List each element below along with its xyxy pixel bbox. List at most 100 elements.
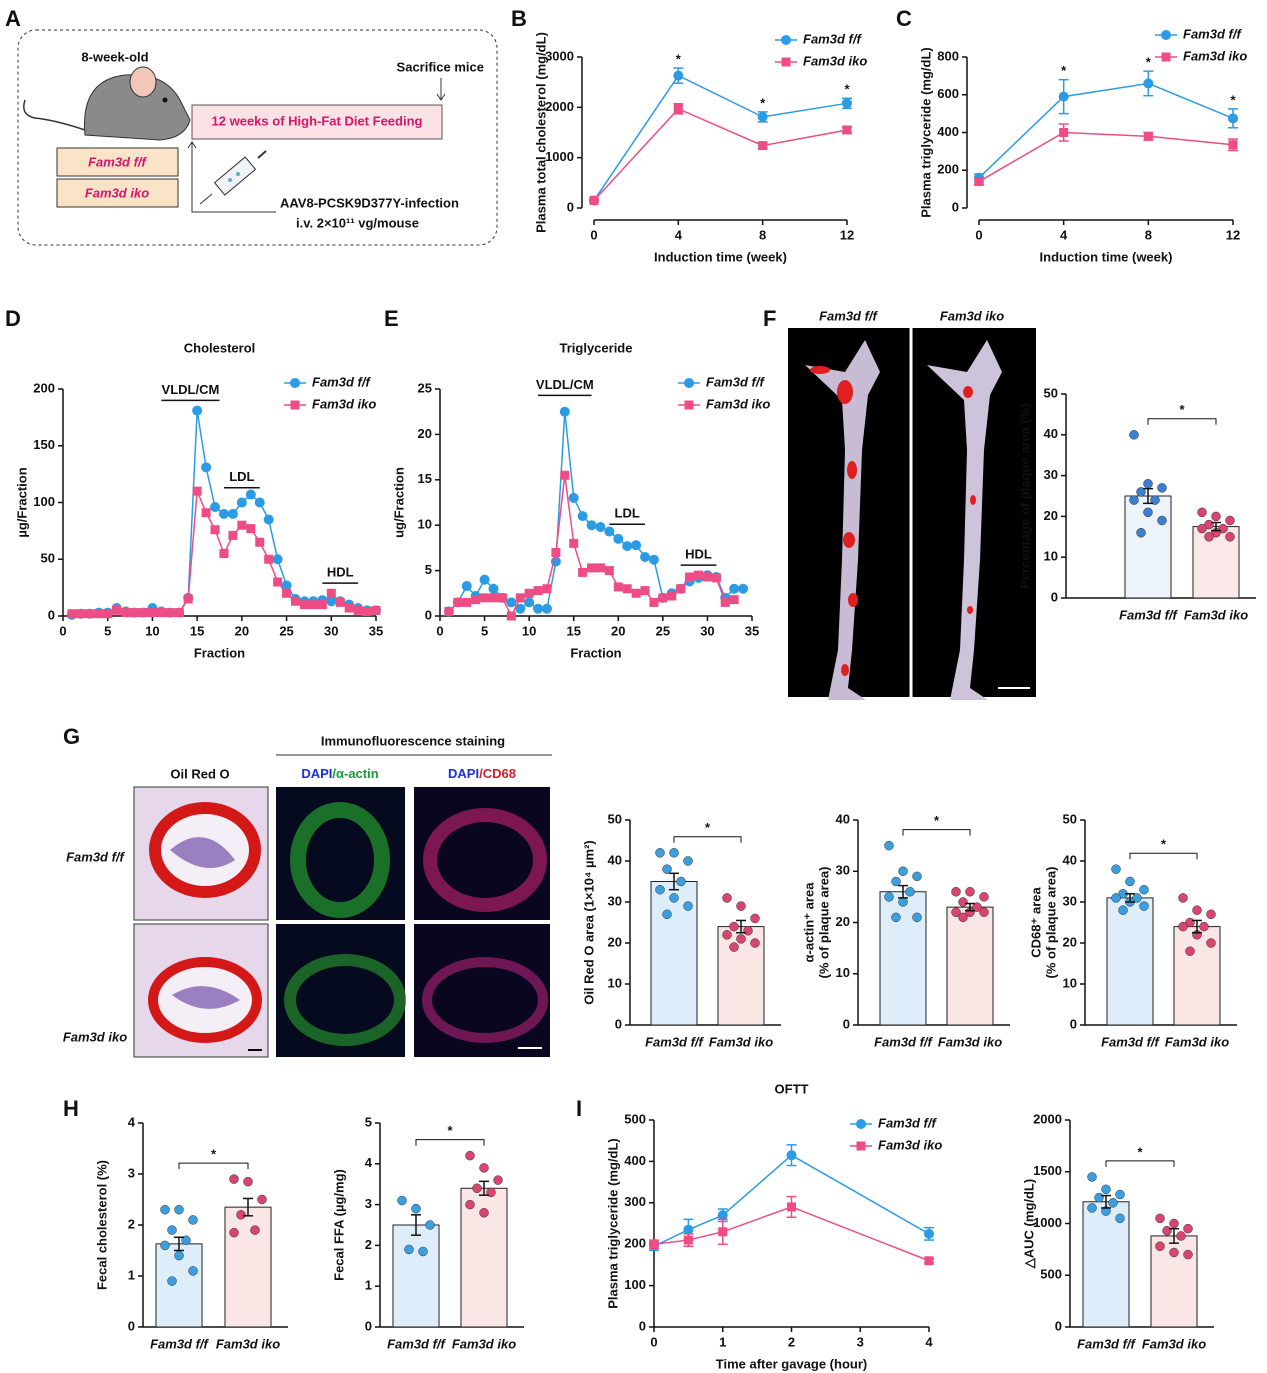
marker — [462, 597, 472, 607]
marker — [578, 567, 588, 577]
legend-marker — [1161, 52, 1171, 62]
data-point — [174, 1204, 184, 1215]
y-tick-label: 100 — [33, 494, 55, 509]
y-tick-label: 3 — [128, 1165, 135, 1180]
marker — [604, 526, 615, 537]
y-tick-label: 0 — [843, 1016, 850, 1031]
data-point — [683, 856, 693, 866]
y-tick-label: 10 — [1044, 549, 1058, 564]
marker — [568, 492, 579, 503]
marker — [683, 1235, 693, 1245]
data-point — [1115, 1189, 1125, 1200]
legend-marker — [684, 378, 694, 388]
x-tick-label: 12 — [840, 227, 854, 242]
marker — [1228, 140, 1238, 150]
marker — [480, 593, 490, 603]
y-tick-label: 50 — [1063, 811, 1077, 826]
data-point — [891, 876, 901, 887]
y-tick-label: 800 — [937, 48, 959, 63]
arrow — [436, 78, 446, 101]
marker — [281, 580, 292, 591]
marker — [236, 497, 247, 508]
stain-cd68: /CD68 — [479, 766, 516, 781]
marker — [317, 600, 327, 610]
data-point — [1150, 495, 1160, 505]
data-point — [729, 942, 739, 952]
column-label: DAPI/CD68 — [448, 766, 516, 781]
y-tick-label: 4 — [128, 1114, 136, 1129]
marker — [174, 608, 184, 618]
column-label: Oil Red O — [170, 766, 229, 781]
significance-star: * — [1230, 92, 1236, 107]
marker — [524, 597, 535, 608]
y-tick-label: 1 — [128, 1267, 135, 1282]
marker — [488, 593, 498, 603]
legend-label: Fam3d iko — [878, 1137, 942, 1152]
legend-marker — [290, 400, 300, 410]
y-tick-label: 5 — [425, 562, 432, 577]
y-tick-label: 2 — [128, 1216, 135, 1231]
chart-title: Triglyceride — [560, 340, 633, 355]
y-tick-label: 40 — [1063, 852, 1077, 867]
significance-star: * — [1161, 837, 1167, 852]
data-point — [669, 848, 679, 858]
legend-marker — [781, 35, 791, 45]
marker — [729, 583, 740, 594]
y-tick-label: 1 — [365, 1278, 372, 1293]
marker — [138, 608, 148, 618]
marker — [586, 520, 597, 531]
data-point — [912, 871, 922, 882]
group-box — [56, 178, 179, 208]
marker — [94, 609, 104, 619]
legend-label: Fam3d iko — [1183, 48, 1247, 63]
data-point — [425, 1220, 435, 1230]
marker — [453, 597, 463, 607]
y-tick-label: 0 — [1070, 1016, 1077, 1031]
marker — [685, 572, 695, 582]
marker — [488, 583, 499, 594]
data-point — [1087, 1203, 1097, 1213]
oil-red-o-image — [133, 786, 269, 1058]
legend-label: Fam3d iko — [803, 53, 867, 68]
data-point — [1108, 1198, 1118, 1208]
data-point — [1192, 905, 1202, 915]
significance-bracket — [178, 1162, 249, 1170]
y-tick-label: 50 — [608, 811, 622, 826]
data-point — [465, 1199, 475, 1210]
data-point — [160, 1240, 170, 1251]
data-point — [662, 909, 672, 920]
marker — [183, 594, 193, 604]
marker — [1228, 113, 1238, 124]
data-point — [1136, 487, 1146, 497]
marker — [717, 1210, 728, 1221]
marker — [210, 502, 221, 513]
y-axis-label: CD68⁺ area — [1028, 887, 1043, 958]
marker — [218, 508, 229, 519]
marker — [76, 609, 86, 619]
y-tick-label: 40 — [1044, 426, 1058, 441]
marker — [67, 609, 77, 619]
x-tick-label: 15 — [190, 623, 204, 638]
marker — [595, 563, 605, 573]
marker — [282, 588, 292, 598]
x-tick-label: 4 — [925, 1334, 933, 1349]
significance-bracket — [1129, 852, 1198, 860]
range-label: LDL — [615, 506, 640, 521]
x-tick-label: 2 — [788, 1334, 795, 1349]
marker — [758, 141, 768, 151]
column-label: DAPI/α-actin — [301, 766, 378, 781]
y-tick-label: 200 — [624, 1236, 646, 1251]
x-tick-label: Fam3d f/f — [387, 1336, 446, 1351]
data-point — [979, 892, 989, 902]
marker — [533, 603, 544, 614]
data-point — [722, 930, 732, 940]
data-point — [912, 912, 922, 923]
marker — [362, 606, 372, 616]
marker — [595, 522, 606, 533]
diet-box — [191, 104, 443, 140]
marker — [444, 606, 454, 616]
legend-label: Fam3d f/f — [878, 1115, 937, 1130]
marker — [121, 608, 131, 618]
series-line — [978, 82, 1234, 179]
y-tick-label: 30 — [1044, 467, 1058, 482]
